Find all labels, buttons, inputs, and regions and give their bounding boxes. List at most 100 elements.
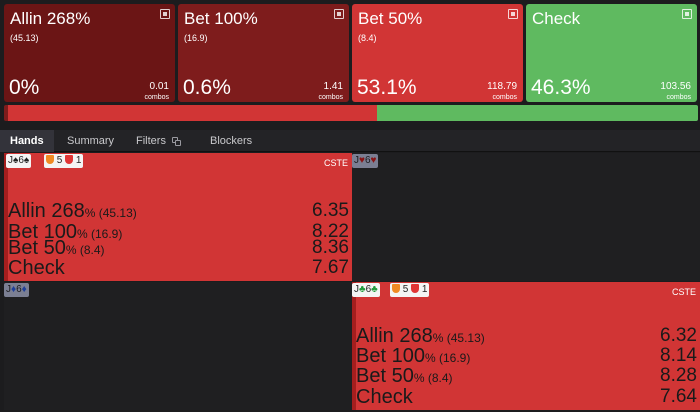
action-card-bet-50[interactable]: Bet 50% (8.4) 53.1% 118.79 combos (352, 4, 523, 102)
row-label: Allin 268 (356, 325, 433, 347)
card-rank: 6 (364, 155, 371, 166)
combos-label: combos (318, 94, 343, 101)
row-label: Bet 50 (8, 237, 66, 259)
action-card-check[interactable]: Check 46.3% 103.56 combos (526, 4, 697, 102)
row-size: (16.9) (90, 227, 123, 241)
action-frequency: 53.1% (357, 76, 417, 99)
combos-label: combos (666, 94, 691, 101)
copy-icon[interactable] (172, 137, 181, 146)
hand-cell-jspade-6spade[interactable]: J♠6♠ 5 1 CSTE Allin 268% (45.13) 6.35 Be… (4, 153, 352, 281)
hand-cell-jdiamond-6diamond[interactable]: J♦6♦ (4, 282, 352, 410)
row-pct: % (432, 331, 444, 345)
heart-icon: ♥ (370, 155, 377, 166)
action-card-allin[interactable]: Allin 268% (45.13) 0% 0.01 combos (4, 4, 175, 102)
action-size: (16.9) (184, 33, 208, 43)
row-ev: 7.67 (312, 257, 349, 278)
shield-icon (46, 155, 54, 164)
expand-icon[interactable] (334, 9, 344, 19)
hand-tag: CSTE (671, 287, 696, 297)
ev-row-check: Check 7.67 (8, 257, 349, 279)
expand-icon[interactable] (508, 9, 518, 19)
row-size: (45.13) (446, 331, 485, 345)
row-size: (8.4) (79, 243, 105, 257)
badge-count: 1 (75, 155, 82, 166)
action-name: Check (532, 9, 581, 28)
shield-icon (411, 284, 420, 293)
tab-summary[interactable]: Summary (67, 135, 115, 147)
ev-row-allin: Allin 268% (45.13) 6.32 (356, 325, 697, 347)
strategy-lane (352, 282, 356, 410)
diamond-icon: ♦ (11, 284, 17, 295)
row-ev: 8.22 (312, 221, 349, 242)
hand-tag: CSTE (323, 158, 348, 168)
ev-row-bet-100: Bet 100% (16.9) 8.14 (356, 345, 697, 367)
hand-label: J♠6♠ (6, 154, 32, 168)
hand-label: J♣6♣ (352, 283, 380, 297)
action-combos: 103.56 (660, 81, 691, 92)
row-label: Bet 100 (356, 345, 425, 367)
row-pct: % (65, 243, 77, 257)
card-rank: J (354, 284, 359, 295)
ev-row-check: Check 7.64 (356, 386, 697, 408)
row-size: (16.9) (438, 351, 471, 365)
row-label: Bet 50 (356, 365, 414, 387)
shield-icon (65, 155, 74, 164)
tab-blockers[interactable]: Blockers (210, 135, 253, 147)
hand-label: J♦6♦ (4, 283, 29, 297)
action-combos: 0.01 (149, 81, 169, 92)
action-name: Bet 100% (184, 9, 258, 28)
expand-icon[interactable] (160, 9, 170, 19)
card-rank: J (6, 284, 11, 295)
row-pct: % (413, 371, 425, 385)
frequency-segment (376, 105, 698, 121)
badge-count: 1 (421, 284, 428, 295)
action-name: Bet 50% (358, 9, 423, 28)
row-ev: 8.36 (312, 237, 349, 258)
badge-count: 5 (56, 155, 63, 166)
hand-cell-jclub-6club[interactable]: J♣6♣ 5 1 CSTE Allin 268% (45.13) 6.32 Be… (352, 282, 700, 410)
spade-icon: ♠ (23, 155, 30, 166)
hand-cell-jheart-6heart[interactable]: J♥6♥ (352, 153, 700, 281)
action-size: (8.4) (358, 33, 377, 43)
blocker-badges: 5 1 (44, 154, 84, 168)
row-ev: 7.64 (660, 386, 697, 407)
ev-row-bet-100: Bet 100% (16.9) 8.22 (8, 221, 349, 243)
strategy-lane (4, 153, 8, 281)
row-ev: 6.32 (660, 325, 697, 346)
ev-row-bet-50: Bet 50% (8.4) 8.28 (356, 365, 697, 387)
action-frequency: 0.6% (183, 76, 231, 99)
frequency-segment (4, 105, 9, 121)
card-rank: 6 (365, 284, 372, 295)
row-size: (45.13) (98, 206, 137, 220)
action-size: (45.13) (10, 33, 39, 43)
club-icon: ♣ (371, 284, 378, 295)
club-icon: ♣ (359, 284, 366, 295)
action-combos: 118.79 (487, 81, 517, 92)
row-label: Check (356, 386, 413, 408)
action-name: Allin 268% (10, 9, 91, 28)
blocker-badges: 5 1 (390, 283, 430, 297)
row-label: Bet 100 (8, 221, 77, 243)
tab-filters[interactable]: Filters (136, 135, 166, 147)
spade-icon: ♠ (13, 155, 19, 166)
combos-label: combos (144, 94, 169, 101)
badge-count: 5 (402, 284, 409, 295)
tab-bar: Hands Summary Filters Blockers (0, 130, 700, 152)
card-rank: 6 (16, 284, 22, 295)
row-label: Check (8, 257, 65, 279)
action-combos: 1.41 (323, 81, 343, 92)
hand-label: J♥6♥ (352, 154, 379, 168)
shield-icon (392, 284, 400, 293)
expand-icon[interactable] (682, 9, 692, 19)
tab-hands[interactable]: Hands (0, 130, 54, 152)
action-frequency: 0% (9, 76, 40, 99)
strategy-frequency-bar (4, 105, 698, 121)
frequency-segment (8, 105, 377, 121)
card-rank: J (354, 155, 359, 166)
action-frequency: 46.3% (531, 76, 591, 99)
row-size: (8.4) (427, 371, 453, 385)
row-label: Allin 268 (8, 200, 85, 222)
heart-icon: ♥ (359, 155, 365, 166)
action-card-bet-100[interactable]: Bet 100% (16.9) 0.6% 1.41 combos (178, 4, 349, 102)
row-pct: % (76, 227, 88, 241)
